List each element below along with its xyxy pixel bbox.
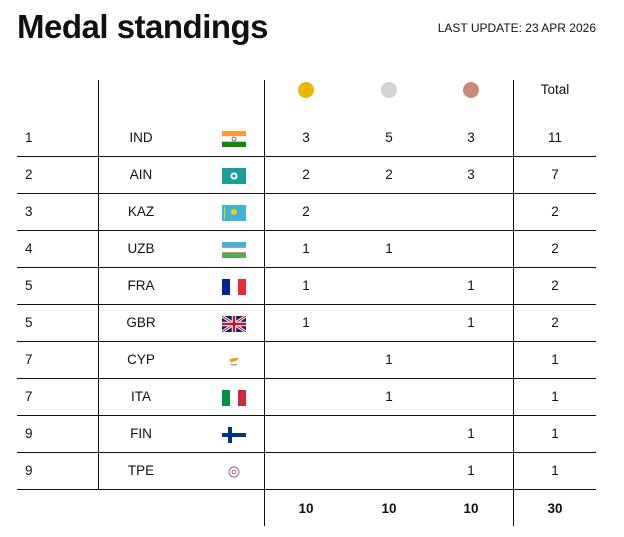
rank: 9 (25, 426, 33, 441)
silver-count: 5 (385, 130, 393, 145)
gold-count: 2 (302, 167, 310, 182)
silver-count: 2 (385, 167, 393, 182)
table-row: 9 FIN 1 1 (17, 415, 596, 453)
country-code: TPE (127, 463, 155, 478)
total-count: 2 (551, 315, 559, 330)
table-row: 4 UZB 1 1 2 (17, 230, 596, 268)
rank: 5 (25, 278, 33, 293)
bronze-count: 1 (467, 278, 475, 293)
table-row: 7 CYP 1 1 (17, 341, 596, 379)
country-code: KAZ (127, 204, 155, 219)
total-count: 1 (551, 389, 559, 404)
rank: 1 (25, 130, 33, 145)
table-row: 3 KAZ 2 2 (17, 193, 596, 231)
flag-icon (222, 205, 246, 221)
country-code: IND (129, 130, 153, 145)
bronze-medal-icon (463, 82, 479, 98)
bronze-count: 3 (467, 130, 475, 145)
country-code: FIN (130, 426, 152, 441)
flag-icon (222, 168, 246, 184)
silver-count: 1 (385, 389, 393, 404)
country-code: UZB (127, 241, 155, 256)
total-count: 11 (547, 130, 563, 145)
silver-medal-icon (381, 82, 397, 98)
table-row: 5 GBR 1 1 2 (17, 304, 596, 342)
total-count: 1 (551, 352, 559, 367)
total-count: 1 (551, 426, 559, 441)
flag-icon (222, 279, 246, 295)
rank: 4 (25, 241, 33, 256)
flag-icon (222, 390, 246, 406)
gold-medal-icon (298, 82, 314, 98)
rank: 3 (25, 204, 33, 219)
total-count: 2 (551, 204, 559, 219)
total-silver: 10 (381, 501, 397, 516)
total-bronze: 10 (463, 501, 479, 516)
rank: 7 (25, 352, 33, 367)
divider (98, 80, 99, 490)
flag-icon (222, 242, 246, 258)
table-row: 1 IND 3 5 3 11 (17, 119, 596, 157)
flag-icon (222, 131, 246, 147)
country-code: GBR (126, 315, 156, 330)
gold-count: 1 (302, 315, 310, 330)
table-row: 7 ITA 1 1 (17, 378, 596, 416)
country-code: FRA (127, 278, 155, 293)
table-row: 5 FRA 1 1 2 (17, 267, 596, 305)
total-gold: 10 (298, 501, 314, 516)
rank: 2 (25, 167, 33, 182)
flag-icon (222, 427, 246, 443)
rank: 9 (25, 463, 33, 478)
country-code: AIN (129, 167, 153, 182)
total-count: 2 (551, 278, 559, 293)
gold-count: 2 (302, 204, 310, 219)
bronze-count: 1 (467, 315, 475, 330)
total-count: 1 (551, 463, 559, 478)
bronze-count: 1 (467, 463, 475, 478)
flag-icon (222, 316, 246, 332)
country-code: CYP (127, 352, 155, 367)
gold-count: 1 (302, 278, 310, 293)
silver-count: 1 (385, 352, 393, 367)
total-count: 7 (551, 167, 559, 182)
table-row: 9 TPE 1 1 (17, 452, 596, 490)
table-row: 2 AIN 2 2 3 7 (17, 156, 596, 194)
divider (264, 80, 265, 526)
total-all: 30 (547, 501, 563, 516)
rank: 7 (25, 389, 33, 404)
bronze-count: 3 (467, 167, 475, 182)
silver-count: 1 (385, 241, 393, 256)
flag-icon (222, 464, 246, 480)
page-title: Medal standings (17, 8, 269, 45)
gold-count: 1 (302, 241, 310, 256)
country-code: ITA (131, 389, 151, 404)
total-header: Total (540, 82, 570, 97)
last-update: LAST UPDATE: 23 APR 2026 (437, 21, 596, 35)
divider (513, 80, 514, 526)
total-count: 2 (551, 241, 559, 256)
bronze-count: 1 (467, 426, 475, 441)
rank: 5 (25, 315, 33, 330)
flag-icon (222, 353, 246, 369)
gold-count: 3 (302, 130, 310, 145)
